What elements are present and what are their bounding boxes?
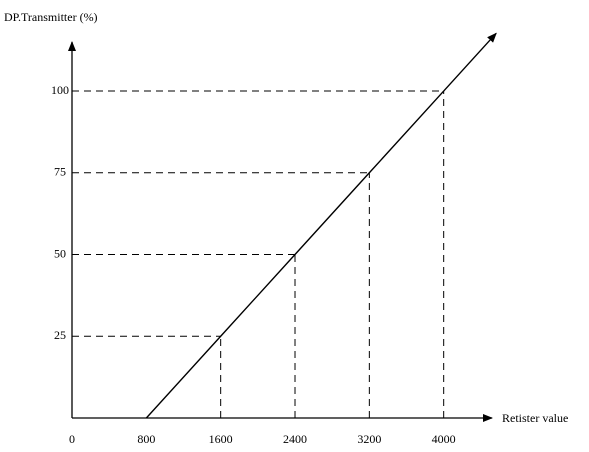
data-line	[145, 90, 445, 419]
x-tick-label: 0	[69, 432, 75, 446]
y-tick-label: 25	[54, 328, 66, 342]
line-arrow	[443, 32, 497, 92]
x-tick-label: 4000	[432, 432, 456, 446]
y-tick-label: 100	[51, 83, 69, 97]
x-axis-label: Retister value	[502, 411, 568, 425]
x-tick-label: 3200	[357, 432, 381, 446]
y-tick-label: 75	[54, 165, 66, 179]
x-tick-label: 1600	[209, 432, 233, 446]
y-axis-label: DP.Transmitter (%)	[4, 10, 98, 24]
y-tick-label: 50	[54, 246, 66, 260]
x-tick-label: 800	[137, 432, 155, 446]
x-tick-label: 2400	[283, 432, 307, 446]
